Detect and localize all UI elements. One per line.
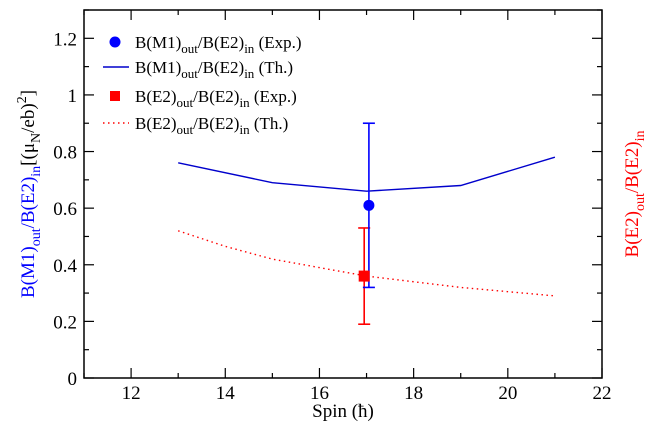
legend-entry-0-base1: B(M1) bbox=[135, 33, 181, 52]
legend-entry-1-tail: (Th.) bbox=[254, 58, 293, 77]
x-tick-label: 22 bbox=[593, 383, 612, 404]
legend-entry-0-sub1: out bbox=[181, 41, 198, 56]
y-tick-label: 1 bbox=[68, 86, 78, 107]
legend-entry-2-sub2: in bbox=[239, 95, 250, 110]
y-axis-title-left: B(M1)out/B(E2)in[(μN/eb)2] bbox=[15, 90, 44, 298]
y-axis-title-left-blue: B(M1)out/B(E2)in bbox=[18, 166, 44, 298]
e2-theory-line bbox=[177, 230, 555, 297]
legend-entry-3-sub2: in bbox=[239, 122, 250, 137]
m1-theory-line bbox=[178, 156, 556, 192]
legend-entry-3-base2: /B(E2) bbox=[193, 114, 239, 133]
legend-entry-1-base1: B(M1) bbox=[135, 58, 181, 77]
legend-entry-0-base2: /B(E2) bbox=[198, 33, 244, 52]
plot-frame bbox=[83, 9, 603, 379]
legend-entry-3-base1: B(E2) bbox=[135, 114, 177, 133]
y-tick-label: 0.2 bbox=[53, 312, 77, 333]
legend-entry-2: B(E2)out/B(E2)in (Exp.) bbox=[135, 87, 297, 110]
legend-entry-1-base2: /B(E2) bbox=[198, 58, 244, 77]
x-tick-label: 14 bbox=[216, 383, 236, 404]
tick-labels: 12 14 16 18 20 22 0 0.2 0.4 0.6 0.8 1 1.2 bbox=[53, 29, 611, 404]
legend-entry-2-base1: B(E2) bbox=[135, 87, 177, 106]
legend-symbol-e2-exp bbox=[110, 91, 120, 101]
x-tick-label: 12 bbox=[122, 383, 141, 404]
y-tick-label: 0 bbox=[68, 369, 78, 390]
legend-entry-1: B(M1)out/B(E2)in (Th.) bbox=[135, 58, 293, 81]
y-tick-label: 0.4 bbox=[53, 256, 77, 277]
x-axis-title: Spin (ħ) bbox=[312, 401, 374, 422]
legend-entry-3-sub1: out bbox=[177, 122, 194, 137]
x-tick-label: 20 bbox=[498, 383, 517, 404]
legend-entry-2-tail: (Exp.) bbox=[250, 87, 297, 106]
y-tick-label: 1.2 bbox=[53, 29, 77, 50]
legend-entry-3: B(E2)out/B(E2)in (Th.) bbox=[135, 114, 288, 137]
legend-entry-2-base2: /B(E2) bbox=[193, 87, 239, 106]
legend-entry-1-sub2: in bbox=[244, 66, 255, 81]
legend-entry-0-tail: (Exp.) bbox=[254, 33, 301, 52]
legend-symbol-m1-exp bbox=[109, 36, 121, 48]
y-tick-label: 0.6 bbox=[53, 199, 77, 220]
m1-exp-marker bbox=[363, 199, 375, 211]
legend-entry-0: B(M1)out/B(E2)in (Exp.) bbox=[135, 33, 302, 56]
y-tick-label: 0.8 bbox=[53, 143, 77, 164]
ticks bbox=[83, 9, 603, 379]
legend-entry-0-sub2: in bbox=[244, 41, 255, 56]
series-layer bbox=[177, 122, 556, 326]
legend-entry-2-sub1: out bbox=[177, 95, 194, 110]
legend: B(M1)out/B(E2)in (Exp.)B(M1)out/B(E2)in … bbox=[103, 33, 302, 137]
x-tick-label: 16 bbox=[310, 383, 329, 404]
y-axis-title-right: B(E2)out/B(E2)in bbox=[622, 131, 648, 258]
legend-entry-1-sub1: out bbox=[181, 66, 198, 81]
e2-exp-marker bbox=[358, 270, 370, 282]
x-tick-label: 18 bbox=[404, 383, 423, 404]
y-axis-title-left-units: [(μN/eb)2] bbox=[15, 90, 44, 166]
legend-entry-3-tail: (Th.) bbox=[250, 114, 289, 133]
